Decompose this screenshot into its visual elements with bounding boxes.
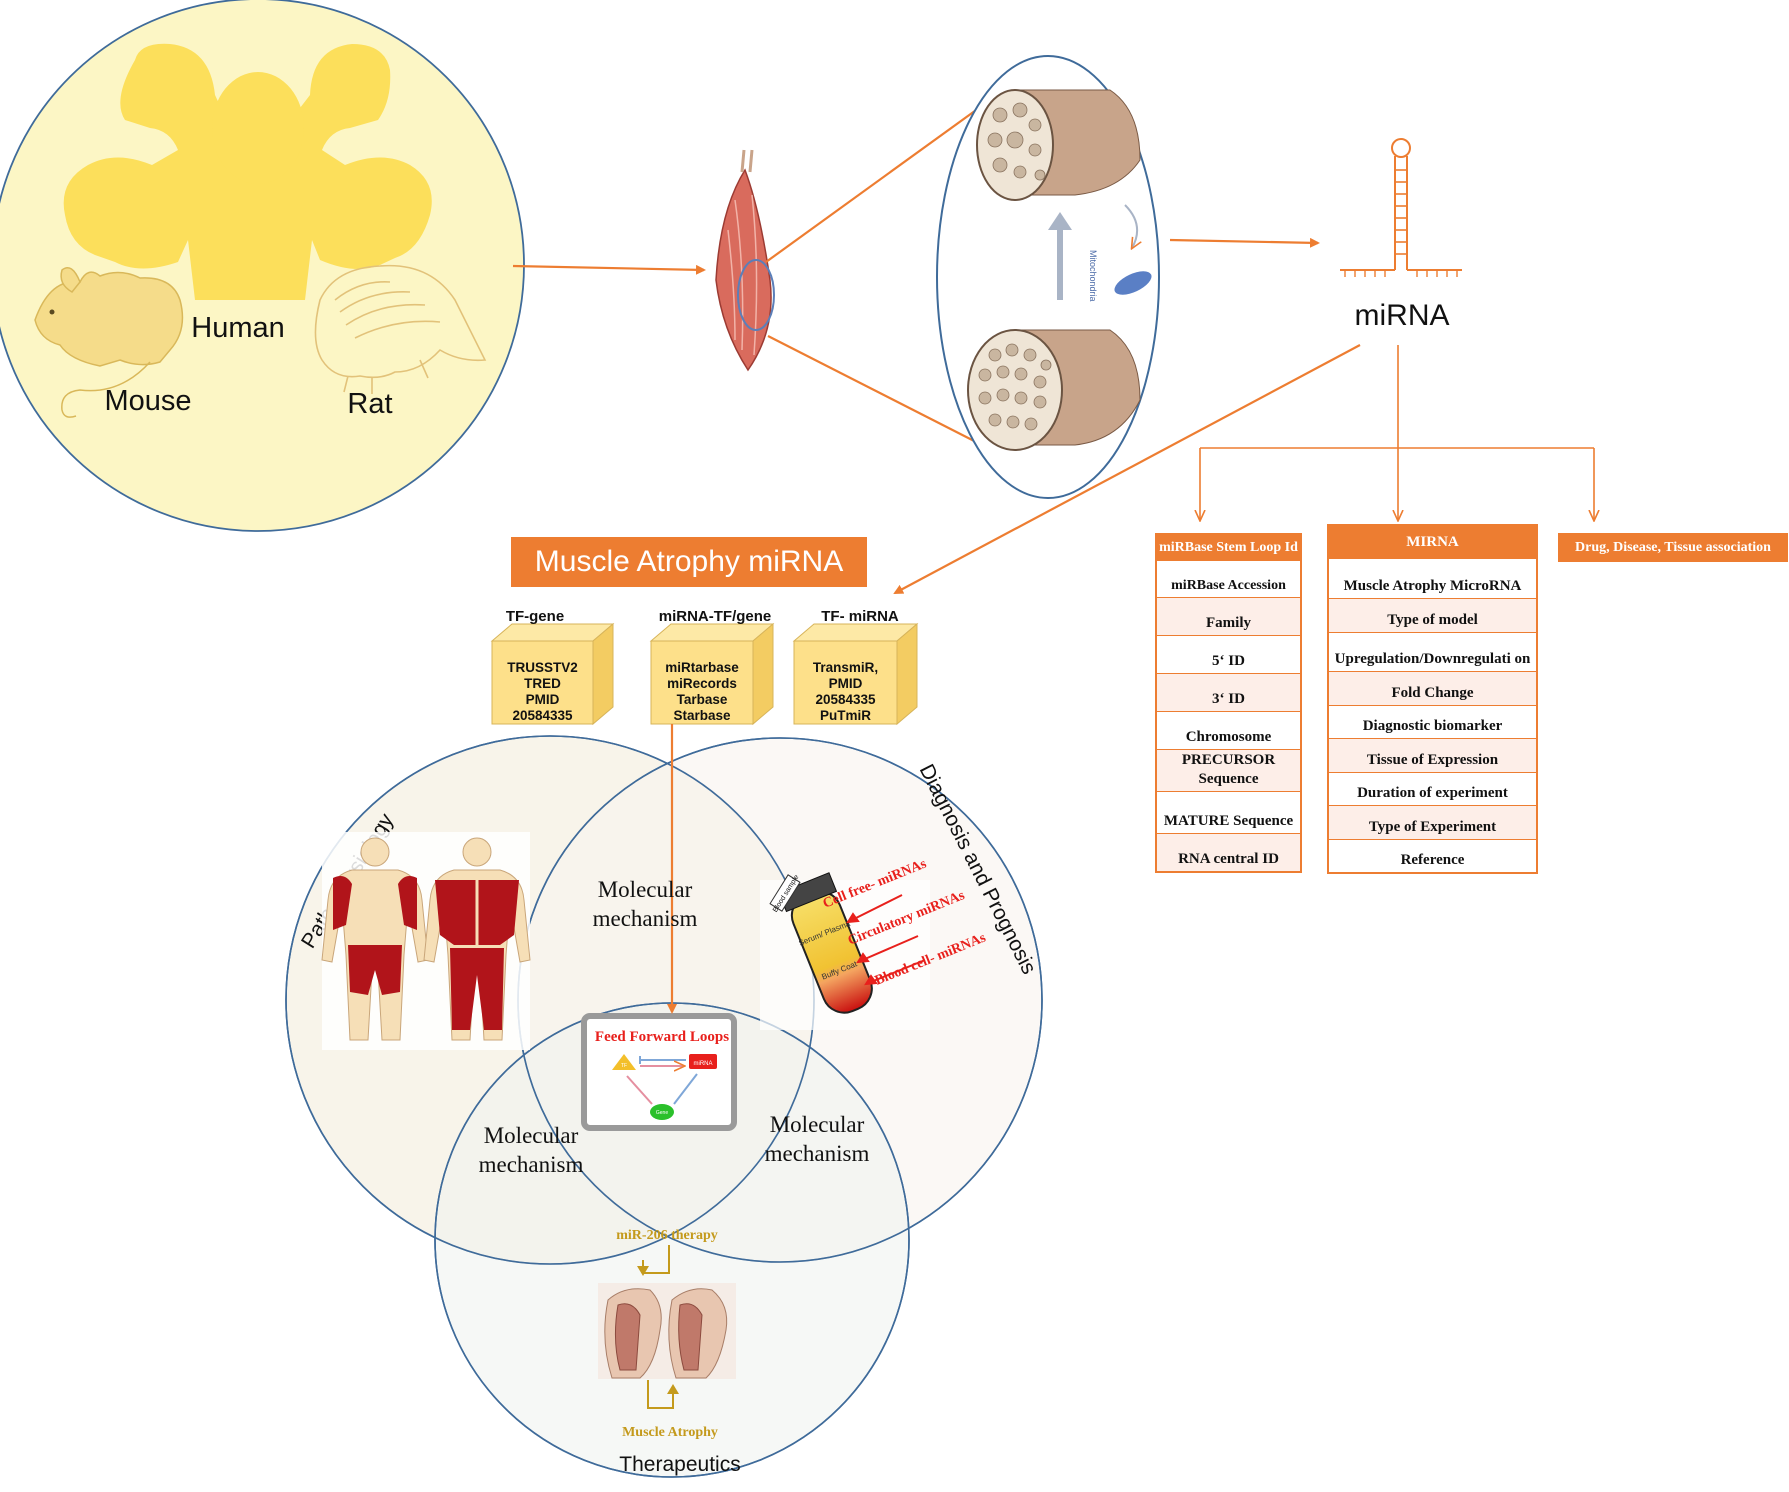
cube-line: TransmiR, — [812, 660, 879, 675]
blood-tube: Serum/ Plasma Buffy Coat Blood sample Ce… — [760, 856, 989, 1030]
muscle-illustration — [715, 149, 775, 372]
cube-line: Starbase — [673, 708, 731, 723]
cube-tf-gene — [490, 622, 615, 726]
table-row: Type of Experiment — [1329, 805, 1536, 839]
fiber-detail: Mitochondria — [936, 55, 1160, 499]
label-molecular-mechanism-right: Molecular mechanism — [764, 1112, 870, 1166]
table-row: Family — [1157, 597, 1300, 635]
mirna-label: miRNA — [1355, 299, 1450, 332]
arrow-fiber-to-mirna — [1169, 237, 1320, 248]
table-row: Type of model — [1329, 598, 1536, 632]
cube-line: PMID — [525, 692, 560, 707]
arrow-mirna-to-title — [893, 344, 1361, 594]
cube-line: PuTmiR — [819, 708, 871, 723]
table-stemloop-header: miRBase Stem Loop Id — [1157, 535, 1300, 560]
arrow-species-to-muscle — [512, 264, 706, 275]
cube-line: Tarbase — [676, 692, 728, 707]
table-mirna: MIRNA Muscle Atrophy MicroRNA Type of mo… — [1327, 524, 1538, 874]
cube-tf-gene-text: TRUSSTV2 TRED PMID 20584335 — [492, 660, 593, 724]
db-header-mirna-tf-gene: miRNA-TF/gene — [658, 608, 772, 625]
table-row: Chromosome — [1157, 711, 1300, 749]
ffl-gene-label: Gene — [656, 1110, 668, 1116]
db-header-tf-gene: TF-gene — [505, 608, 565, 625]
zoom-line-top — [765, 99, 991, 263]
table-mirna-header: MIRNA — [1329, 526, 1536, 558]
table-row: Muscle Atrophy MicroRNA — [1329, 558, 1536, 598]
table-row: Diagnostic biomarker — [1329, 705, 1536, 738]
leg-muscle-image — [604, 1288, 728, 1379]
label-molecular-mechanism-top: Molecular mechanism — [592, 877, 698, 931]
table-row: Upregulation/Downregulati on — [1329, 632, 1536, 671]
table-row: RNA central ID — [1157, 833, 1300, 871]
zoom-line-bottom — [767, 335, 983, 446]
therapy-top-label: miR-206 therapy — [616, 1228, 718, 1243]
mitochondria-icon — [1114, 271, 1152, 295]
ffl-tf-node — [612, 1054, 636, 1070]
ffl-tf-label: TF — [621, 1063, 627, 1069]
table-row: Tissue of Expression — [1329, 738, 1536, 772]
db-header-tf-mirna: TF- miRNA — [821, 608, 899, 625]
mitochondria-label: Mitochondria — [1088, 250, 1098, 302]
cube-line: 20584335 — [815, 692, 876, 707]
rat-sketch — [314, 264, 487, 394]
ffl-mirna-node — [689, 1054, 717, 1069]
label-therapeutics: Therapeutics — [619, 1453, 740, 1476]
mouse-label: Mouse — [104, 385, 191, 417]
body-atrophy-figures — [321, 832, 531, 1050]
therapy-panel: miR-206 therapy Muscle Atrophy — [598, 1228, 736, 1440]
table-row: Reference — [1329, 839, 1536, 872]
cube-line: miRtarbase — [665, 660, 739, 675]
mirna-table-connector — [1200, 345, 1594, 520]
ffl-gene-node — [650, 1104, 674, 1120]
human-silhouette — [63, 43, 432, 301]
ffl-mirna-label: miRNA — [694, 1061, 713, 1067]
table-row: Duration of experiment — [1329, 772, 1536, 805]
therapy-bottom-label: Muscle Atrophy — [622, 1425, 718, 1440]
table-row: Fold Change — [1329, 671, 1536, 705]
mouse-silhouette — [34, 267, 184, 418]
database-cubes — [490, 622, 919, 726]
cube-line: 20584335 — [512, 708, 573, 723]
table-drug-disease-tissue: Drug, Disease, Tissue association — [1558, 533, 1788, 562]
title-muscle-atrophy-mirna: Muscle Atrophy miRNA — [511, 537, 867, 587]
rat-label: Rat — [347, 388, 392, 420]
body-back — [423, 837, 531, 1041]
table-row: miRBase Accession — [1157, 560, 1300, 597]
blood-arrows — [846, 894, 926, 986]
cube-line: PMID — [828, 676, 863, 691]
body-front — [321, 837, 429, 1041]
cube-mirna-tf-gene-text: miRtarbase miRecords Tarbase Starbase — [651, 660, 753, 724]
cube-tf-mirna — [792, 622, 919, 726]
cube-line: TRED — [524, 676, 561, 691]
table-row: 5‘ ID — [1157, 635, 1300, 673]
feed-forward-loop-panel: Feed Forward Loops TF miRNA Gene — [581, 1013, 737, 1131]
cube-line: miRecords — [667, 676, 737, 691]
table-stemloop: miRBase Stem Loop Id miRBase Accession F… — [1155, 533, 1302, 873]
table-row: 3‘ ID — [1157, 673, 1300, 711]
human-label: Human — [191, 312, 285, 344]
label-molecular-mechanism-left: Molecular mechanism — [478, 1123, 584, 1177]
table-row: PRECURSOR Sequence — [1157, 749, 1300, 791]
mirna-hairpin-icon — [1340, 138, 1462, 277]
table-row: MATURE Sequence — [1157, 791, 1300, 833]
species-panel: Human Mouse Rat — [0, 0, 525, 532]
cube-line: TRUSSTV2 — [507, 660, 578, 675]
ffl-title: Feed Forward Loops — [595, 1029, 729, 1045]
cube-mirna-tf-gene — [649, 622, 775, 726]
table-drug-header: Drug, Disease, Tissue association — [1560, 535, 1786, 560]
cube-tf-mirna-text: TransmiR, PMID 20584335 PuTmiR — [794, 660, 897, 724]
